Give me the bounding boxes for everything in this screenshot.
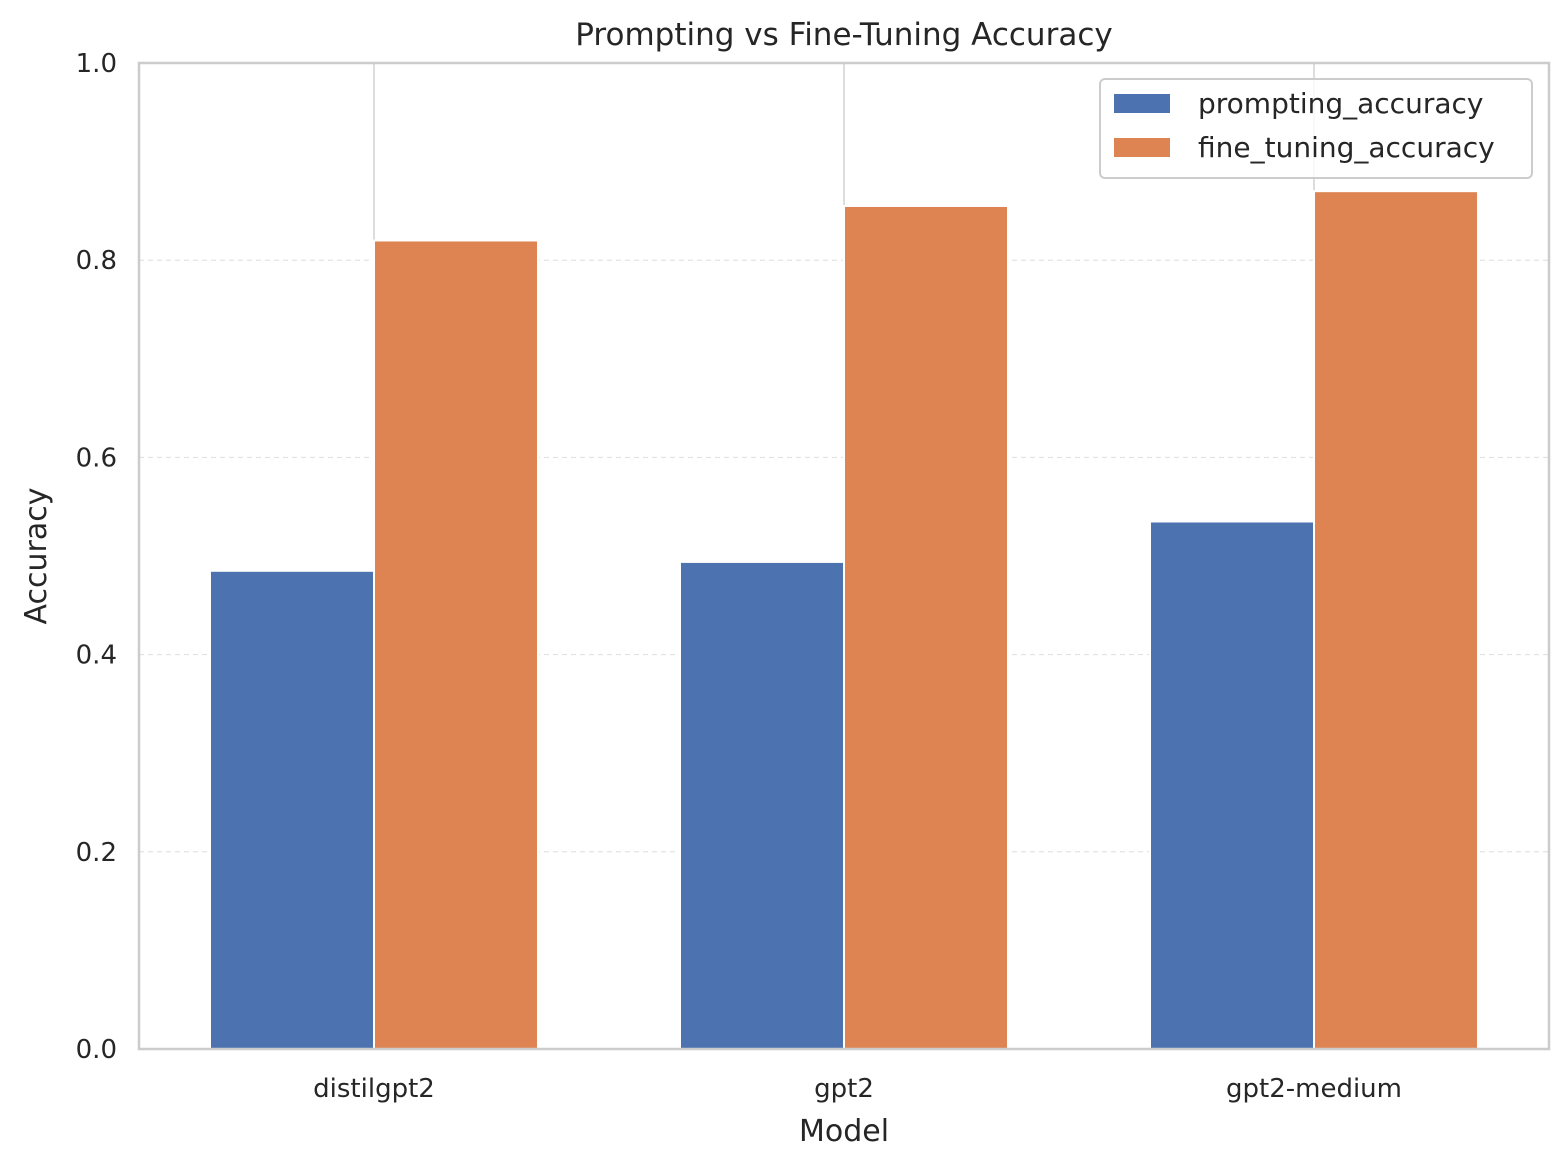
- legend-label-prompting: prompting_accuracy: [1198, 87, 1483, 120]
- y-tick-label: 0.8: [76, 246, 117, 276]
- legend-swatch-fine-tuning: [1114, 138, 1170, 157]
- x-axis-label: Model: [799, 1114, 889, 1149]
- y-tick-label: 1.0: [76, 49, 117, 79]
- y-tick-label: 0.0: [76, 1035, 117, 1065]
- bar-fine_tuning_accuracy-distilgpt2: [373, 239, 539, 1051]
- bar-prompting_accuracy-distilgpt2: [209, 569, 375, 1050]
- legend-label-fine-tuning: fine_tuning_accuracy: [1198, 131, 1495, 164]
- bar-fine_tuning_accuracy-gpt2-medium: [1313, 190, 1479, 1050]
- bars-layer: [209, 190, 1479, 1051]
- chart-title: Prompting vs Fine-Tuning Accuracy: [575, 17, 1112, 53]
- plot-frame: [137, 61, 1551, 1051]
- x-tick-label: distilgpt2: [313, 1074, 435, 1104]
- x-tick-labels: distilgpt2 gpt2 gpt2-medium: [313, 1074, 1402, 1104]
- legend: prompting_accuracy fine_tuning_accuracy: [1099, 78, 1533, 179]
- legend-box: [1099, 78, 1533, 179]
- bar-fine_tuning_accuracy-gpt2: [843, 204, 1009, 1051]
- x-tick-label: gpt2-medium: [1226, 1074, 1402, 1104]
- x-tick-label: gpt2: [814, 1074, 874, 1104]
- y-tick-label: 0.4: [76, 641, 117, 671]
- y-tick-label: 0.6: [76, 443, 117, 473]
- bar-prompting_accuracy-gpt2: [679, 560, 845, 1051]
- legend-swatch-prompting: [1114, 94, 1170, 113]
- y-tick-labels: 0.0 0.2 0.4 0.6 0.8 1.0: [76, 49, 117, 1065]
- bar-prompting_accuracy-gpt2-medium: [1149, 520, 1315, 1050]
- y-tick-label: 0.2: [76, 838, 117, 868]
- y-axis-label: Accuracy: [19, 488, 54, 625]
